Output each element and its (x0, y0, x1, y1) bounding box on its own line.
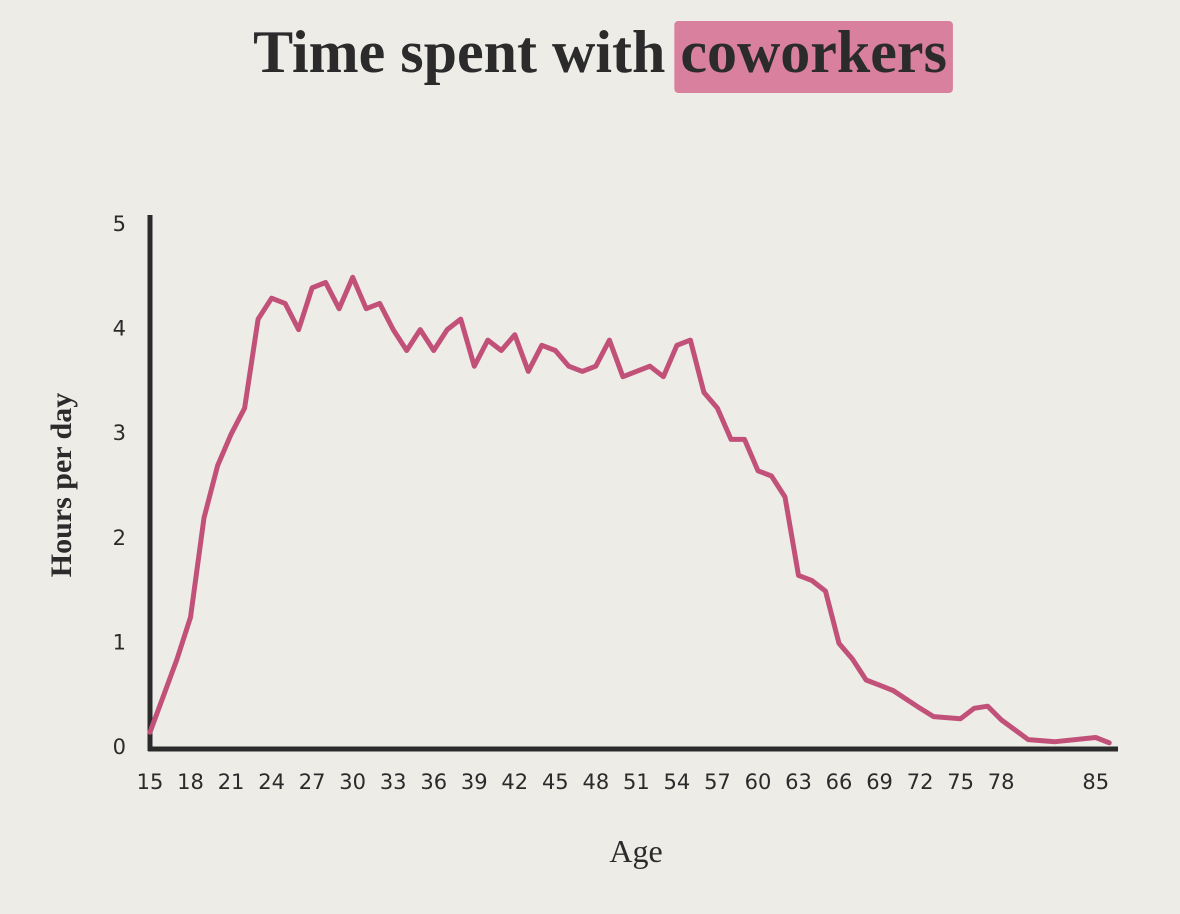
x-tick-label: 69 (866, 770, 893, 794)
x-tick-label: 66 (826, 770, 853, 794)
x-axis-label: Age (609, 833, 662, 869)
x-tick-label: 60 (745, 770, 772, 794)
x-tick-label: 33 (380, 770, 407, 794)
x-tick-label: 30 (339, 770, 366, 794)
x-tick-label: 24 (258, 770, 285, 794)
title-highlight-text: coworkers (680, 19, 947, 85)
y-tick-label: 0 (113, 735, 126, 759)
x-tick-label: 48 (582, 770, 609, 794)
y-tick-label: 5 (113, 212, 126, 236)
x-tick-label: 18 (177, 770, 204, 794)
x-tick-label: 45 (542, 770, 569, 794)
x-tick-label: 36 (420, 770, 447, 794)
y-axis-label: Hours per day (45, 393, 78, 577)
x-tick-label: 39 (461, 770, 488, 794)
x-tick-label: 42 (501, 770, 528, 794)
y-tick-label: 2 (113, 526, 126, 550)
y-tick-label: 4 (113, 317, 126, 341)
title-highlight (674, 21, 953, 93)
chart-title: Time spent with coworkers (253, 19, 947, 85)
x-tick-label: 63 (785, 770, 812, 794)
title-text: Time spent with (253, 19, 665, 85)
x-tick-label: 75 (947, 770, 974, 794)
x-tick-label: 27 (299, 770, 326, 794)
y-tick-label: 1 (113, 630, 126, 654)
y-tick-label: 3 (113, 421, 126, 445)
x-tick-label: 15 (137, 770, 164, 794)
x-tick-label: 78 (988, 770, 1015, 794)
x-tick-label: 21 (218, 770, 245, 794)
line (147, 274, 1112, 746)
x-tick-label: 54 (664, 770, 691, 794)
x-tick-label: 85 (1082, 770, 1109, 794)
x-tick-label: 72 (907, 770, 934, 794)
x-tick-label: 51 (623, 770, 650, 794)
x-tick-label: 57 (704, 770, 731, 794)
